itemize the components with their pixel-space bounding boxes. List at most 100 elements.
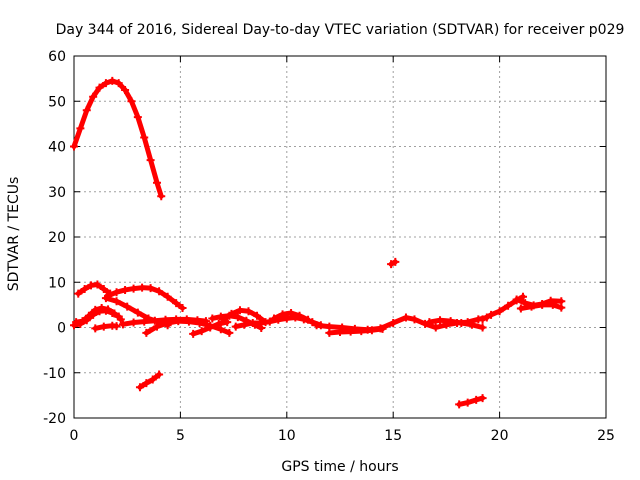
data-point [108,76,117,85]
data-point [487,310,496,319]
data-point [135,383,144,392]
data-point [95,83,104,92]
data-point [184,317,193,326]
data-point [216,325,225,334]
data-point [133,113,142,122]
data-point [455,400,464,409]
data-point [152,178,161,187]
data-point [93,280,102,289]
data-point [74,289,83,298]
data-point [431,323,440,332]
data-point [121,85,130,94]
series-arc-17 [425,316,487,332]
series-arc-10 [189,318,232,338]
data-point [387,260,396,269]
data-point [140,317,149,326]
data-point [346,327,355,336]
data-point [140,133,149,142]
series-arc-22 [455,394,487,409]
data-point [495,307,504,316]
data-point [123,302,132,311]
x-axis-label: GPS time / hours [281,459,398,475]
data-point [478,394,487,403]
data-point [163,318,172,327]
data-point [112,297,121,306]
data-point [101,79,110,88]
data-point [101,294,110,303]
series-arc-7 [91,321,121,333]
data-point [114,312,123,321]
x-tick-label: 20 [491,428,509,444]
data-point [118,320,127,329]
data-point [538,300,547,309]
series-line [105,285,186,311]
data-point [197,327,206,336]
data-point [133,308,142,317]
data-point [146,156,155,165]
data-point [265,317,274,326]
data-point [391,257,400,266]
data-point [467,320,476,329]
y-tick-label: 50 [48,94,66,110]
data-point [121,285,130,294]
y-tick-label: 30 [48,185,66,201]
data-point [189,329,198,338]
series-arc-9 [142,317,234,337]
data-point [84,311,93,320]
data-point [527,302,536,311]
data-point [235,306,244,315]
data-point [112,288,121,297]
data-point [270,314,279,323]
data-point [512,295,521,304]
data-point [218,315,227,324]
data-point [425,318,434,327]
chart-title: Day 344 of 2016, Sidereal Day-to-day VTE… [56,22,625,38]
data-point [231,322,240,331]
data-point [295,311,304,320]
data-point [208,314,217,323]
data-point [82,106,91,115]
data-point [206,323,215,332]
data-point [163,292,172,301]
data-point [378,324,387,333]
data-point [457,318,466,327]
data-point [174,317,183,326]
data-point [240,320,249,329]
data-point [257,318,266,327]
y-tick-label: 20 [48,230,66,246]
y-tick-label: -20 [43,411,66,427]
data-point [152,322,161,331]
data-point [325,328,334,337]
data-point [99,285,108,294]
data-point [248,318,257,327]
data-point [148,375,157,384]
data-point [110,309,119,318]
data-point [138,283,147,292]
data-point [227,309,236,318]
series-arc-20 [516,300,566,313]
data-point [401,313,410,322]
y-tick-label: -10 [43,366,66,382]
series-arc-16 [325,324,387,337]
data-point [155,370,164,379]
data-point [150,316,159,325]
data-point [129,284,138,293]
data-point [172,299,181,308]
y-tick-label: 40 [48,140,66,156]
y-tick-label: 60 [48,49,66,65]
data-point [557,303,566,312]
data-point [287,309,296,318]
data-point [80,285,89,294]
data-point [548,300,557,309]
data-point [142,379,151,388]
data-point [129,318,138,327]
data-point [91,324,100,333]
y-tick-label: 0 [57,321,66,337]
data-point [278,310,287,319]
series-arc-1 [70,76,166,201]
data-point [516,304,525,313]
data-point [410,315,419,324]
series-line [137,372,162,390]
x-tick-label: 0 [70,428,79,444]
